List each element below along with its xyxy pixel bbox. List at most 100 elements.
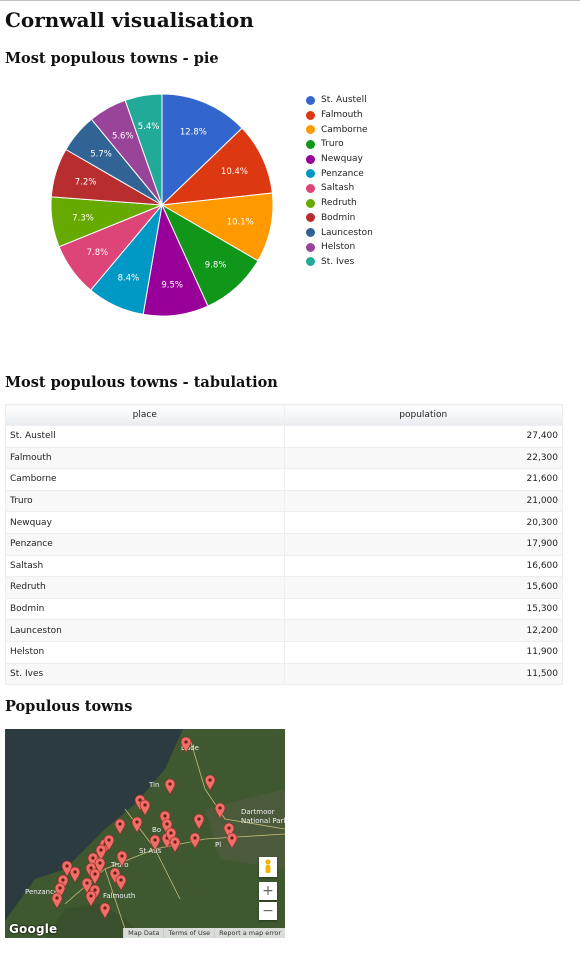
table-row[interactable]: Camborne 21,600 — [5, 468, 563, 491]
map-marker-icon[interactable] — [94, 857, 106, 875]
cell-place: Penzance — [5, 533, 285, 556]
legend-swatch — [306, 95, 315, 105]
table-row[interactable]: Newquay 20,300 — [5, 511, 563, 534]
column-header-place[interactable]: place — [5, 404, 285, 426]
map-marker-dot — [89, 866, 93, 870]
zoom-in-button[interactable]: + — [259, 882, 277, 900]
cell-place: Bodmin — [5, 598, 285, 621]
pie-slice-label: 7.2% — [75, 177, 97, 187]
pie-slice-label: 5.7% — [90, 149, 112, 159]
map-marker-icon[interactable] — [189, 832, 201, 850]
map-marker-icon[interactable] — [69, 866, 81, 884]
cell-population: 15,600 — [283, 576, 563, 599]
map-marker-icon[interactable] — [193, 813, 205, 831]
cell-population: 21,600 — [283, 468, 563, 491]
map-marker-icon[interactable] — [51, 892, 63, 910]
terms-of-use-link[interactable]: Terms of Use — [163, 928, 215, 938]
legend-item[interactable]: Helston — [306, 240, 373, 255]
map-marker-icon[interactable] — [95, 844, 107, 862]
legend-item[interactable]: St. Ives — [306, 255, 373, 270]
map-label-dartmoor: Dartmoor — [241, 808, 275, 816]
map-canvas[interactable]: Bude Tin Dartmoor National Park Bo St Au… — [5, 729, 285, 938]
map-marker-icon[interactable] — [164, 778, 176, 796]
pie-slice-camborne[interactable] — [160, 192, 274, 262]
legend-item[interactable]: Bodmin — [306, 211, 373, 226]
table-row[interactable]: Helston 11,900 — [5, 641, 563, 664]
cell-place: Redruth — [5, 576, 285, 599]
table-row[interactable]: St. Ives 11,500 — [5, 663, 563, 686]
pie-slice-falmouth[interactable] — [160, 127, 273, 206]
map-marker-dot — [103, 906, 107, 910]
legend-item[interactable]: Newquay — [306, 152, 373, 167]
cell-population: 15,300 — [283, 598, 563, 621]
table-row[interactable]: Truro 21,000 — [5, 490, 563, 513]
map-label-tin: Tin — [148, 781, 159, 789]
legend-item[interactable]: St. Austell — [306, 93, 373, 108]
map-marker-dot — [61, 878, 65, 882]
map-marker-dot — [89, 894, 93, 898]
map-marker-dot — [169, 831, 173, 835]
map-marker-dot — [120, 854, 124, 858]
map-marker-icon[interactable] — [214, 802, 226, 820]
table-row[interactable]: St. Austell 27,400 — [5, 425, 563, 448]
pegman-icon[interactable] — [259, 857, 277, 877]
map-marker-icon[interactable] — [115, 874, 127, 892]
map-marker-dot — [163, 814, 167, 818]
map-marker-icon[interactable] — [116, 850, 128, 868]
map-marker-icon[interactable] — [103, 834, 115, 852]
pie-slice-label: 9.8% — [205, 260, 227, 270]
map-marker-icon[interactable] — [89, 868, 101, 886]
map-marker-icon[interactable] — [226, 832, 238, 850]
map-footer: Map Data Terms of Use Report a map error — [123, 928, 285, 938]
map-marker-icon[interactable] — [131, 816, 143, 834]
legend-label: Falmouth — [321, 110, 363, 121]
table-row[interactable]: Bodmin 15,300 — [5, 598, 563, 621]
map-marker-dot — [98, 861, 102, 865]
legend-item[interactable]: Launceston — [306, 225, 373, 240]
table-row[interactable]: Launceston 12,200 — [5, 619, 563, 642]
cell-population: 21,000 — [283, 490, 563, 513]
map-marker-dot — [143, 803, 147, 807]
legend-item[interactable]: Saltash — [306, 181, 373, 196]
map-marker-dot — [153, 838, 157, 842]
cell-population: 17,900 — [283, 533, 563, 556]
legend-label: Redruth — [321, 198, 357, 209]
map-marker-dot — [65, 864, 69, 868]
map-marker-icon[interactable] — [180, 736, 192, 754]
legend-item[interactable]: Truro — [306, 137, 373, 152]
cell-population: 11,900 — [283, 641, 563, 664]
map-marker-dot — [91, 856, 95, 860]
legend-item[interactable]: Camborne — [306, 122, 373, 137]
cell-place: St. Austell — [5, 425, 285, 448]
table-row[interactable]: Falmouth 22,300 — [5, 447, 563, 470]
report-map-error-link[interactable]: Report a map error — [214, 928, 285, 938]
map-marker-icon[interactable] — [139, 799, 151, 817]
map-marker-icon[interactable] — [85, 890, 97, 908]
google-map[interactable]: Bude Tin Dartmoor National Park Bo St Au… — [5, 729, 285, 938]
pie-slice-st-ives[interactable] — [124, 93, 163, 206]
map-marker-dot — [230, 836, 234, 840]
map-marker-icon[interactable] — [99, 902, 111, 920]
table-heading: Most populous towns - tabulation — [5, 374, 278, 391]
map-heading: Populous towns — [5, 698, 133, 715]
map-marker-icon[interactable] — [204, 774, 216, 792]
map-marker-icon[interactable] — [149, 834, 161, 852]
column-header-population[interactable]: population — [283, 404, 563, 426]
table-row[interactable]: Redruth 15,600 — [5, 576, 563, 599]
map-label-bude: Bude — [181, 744, 199, 752]
map-marker-icon[interactable] — [114, 818, 126, 836]
map-marker-icon[interactable] — [169, 836, 181, 854]
map-data-link[interactable]: Map Data — [123, 928, 164, 938]
table-row[interactable]: Saltash 16,600 — [5, 555, 563, 578]
table-row[interactable]: Penzance 17,900 — [5, 533, 563, 556]
cell-population: 11,500 — [283, 663, 563, 686]
legend-item[interactable]: Falmouth — [306, 108, 373, 123]
legend-label: Bodmin — [321, 212, 356, 223]
legend-item[interactable]: Penzance — [306, 166, 373, 181]
cell-place: Truro — [5, 490, 285, 513]
map-marker-dot — [168, 782, 172, 786]
legend-item[interactable]: Redruth — [306, 196, 373, 211]
legend-swatch — [306, 242, 315, 252]
pie-slice-st-austell[interactable] — [161, 93, 243, 207]
zoom-out-button[interactable]: − — [259, 902, 277, 920]
